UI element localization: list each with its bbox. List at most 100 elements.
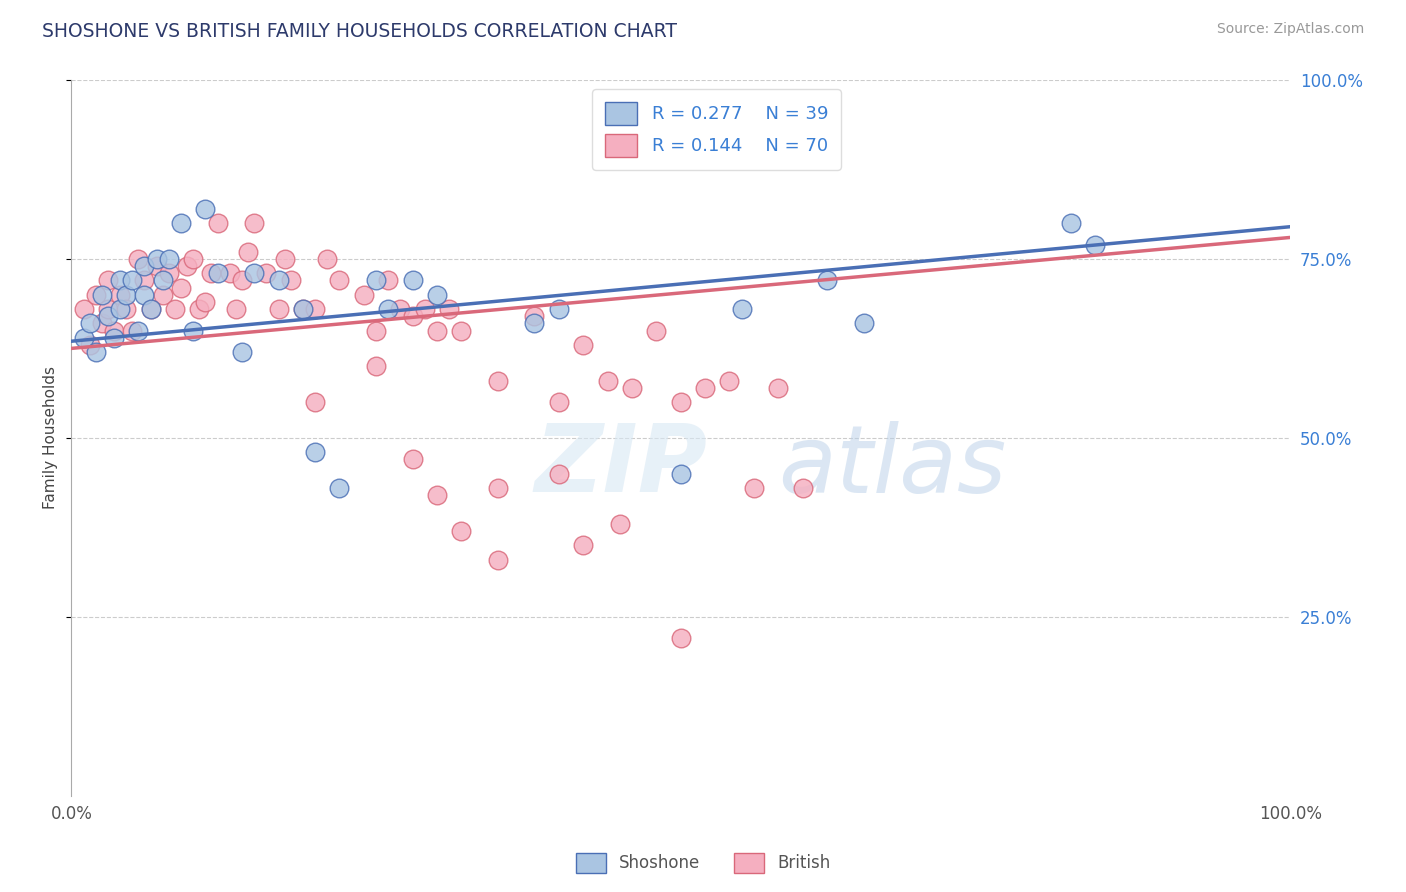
Point: [731, 301, 754, 316]
Point: [139, 301, 162, 316]
Point: [401, 452, 423, 467]
Point: [225, 301, 247, 316]
Point: [377, 301, 399, 316]
Point: [718, 374, 741, 388]
Point: [450, 524, 472, 538]
Legend: R = 0.277    N = 39, R = 0.144    N = 70: R = 0.277 N = 39, R = 0.144 N = 70: [592, 89, 841, 169]
Point: [1060, 216, 1083, 230]
Point: [134, 287, 156, 301]
Point: [152, 273, 174, 287]
Point: [792, 481, 814, 495]
Point: [231, 345, 253, 359]
Text: Source: ZipAtlas.com: Source: ZipAtlas.com: [1216, 22, 1364, 37]
Point: [437, 301, 460, 316]
Point: [145, 259, 167, 273]
Point: [108, 287, 131, 301]
Point: [207, 216, 229, 230]
Point: [181, 324, 204, 338]
Point: [127, 324, 149, 338]
Point: [145, 252, 167, 266]
Point: [97, 309, 120, 323]
Point: [486, 374, 509, 388]
Point: [121, 273, 143, 287]
Point: [194, 202, 217, 216]
Point: [103, 324, 125, 338]
Point: [426, 488, 449, 502]
Y-axis label: Family Households: Family Households: [44, 367, 58, 509]
Point: [207, 266, 229, 280]
Point: [742, 481, 765, 495]
Point: [90, 287, 112, 301]
Point: [170, 280, 193, 294]
Point: [139, 301, 162, 316]
Point: [486, 481, 509, 495]
Point: [115, 287, 138, 301]
Point: [328, 481, 350, 495]
Point: [401, 309, 423, 323]
Point: [413, 301, 436, 316]
Point: [152, 287, 174, 301]
Point: [669, 395, 692, 409]
Point: [170, 216, 193, 230]
Point: [547, 467, 569, 481]
Point: [236, 244, 259, 259]
Point: [572, 338, 595, 352]
Point: [231, 273, 253, 287]
Point: [316, 252, 339, 266]
Point: [291, 301, 314, 316]
Point: [157, 252, 180, 266]
Text: SHOSHONE VS BRITISH FAMILY HOUSEHOLDS CORRELATION CHART: SHOSHONE VS BRITISH FAMILY HOUSEHOLDS CO…: [42, 22, 678, 41]
Point: [72, 301, 94, 316]
Point: [547, 395, 569, 409]
Point: [79, 316, 101, 330]
Legend: Shoshone, British: Shoshone, British: [569, 847, 837, 880]
Point: [157, 266, 180, 280]
Point: [620, 381, 643, 395]
Point: [103, 331, 125, 345]
Point: [97, 301, 120, 316]
Point: [267, 273, 290, 287]
Point: [181, 252, 204, 266]
Point: [523, 309, 546, 323]
Point: [176, 259, 198, 273]
Point: [79, 338, 101, 352]
Point: [1084, 237, 1107, 252]
Point: [188, 301, 211, 316]
Point: [84, 287, 107, 301]
Point: [108, 273, 131, 287]
Point: [273, 252, 295, 266]
Point: [353, 287, 375, 301]
Point: [304, 445, 326, 459]
Point: [377, 273, 399, 287]
Point: [450, 324, 472, 338]
Point: [108, 301, 131, 316]
Point: [243, 216, 266, 230]
Point: [426, 324, 449, 338]
Point: [572, 538, 595, 552]
Point: [669, 632, 692, 646]
Point: [163, 301, 186, 316]
Point: [768, 381, 790, 395]
Point: [695, 381, 717, 395]
Point: [243, 266, 266, 280]
Point: [84, 345, 107, 359]
Point: [194, 294, 217, 309]
Point: [389, 301, 412, 316]
Point: [267, 301, 290, 316]
Point: [669, 467, 692, 481]
Point: [364, 324, 387, 338]
Point: [328, 273, 350, 287]
Point: [134, 259, 156, 273]
Point: [97, 273, 120, 287]
Point: [291, 301, 314, 316]
Point: [596, 374, 619, 388]
Point: [609, 516, 631, 531]
Point: [645, 324, 668, 338]
Point: [523, 316, 546, 330]
Point: [121, 324, 143, 338]
Point: [127, 252, 149, 266]
Point: [134, 273, 156, 287]
Point: [72, 331, 94, 345]
Point: [304, 301, 326, 316]
Point: [401, 273, 423, 287]
